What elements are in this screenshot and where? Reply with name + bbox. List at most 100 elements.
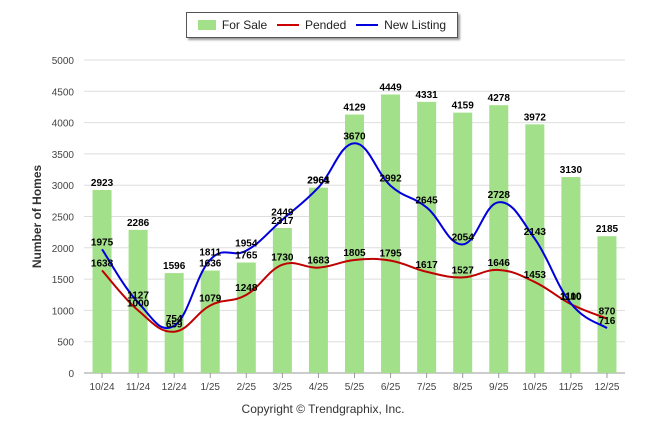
data-label-for-sale: 1765 bbox=[235, 251, 258, 262]
legend-label-pended: Pended bbox=[304, 18, 347, 32]
data-label-pended: 1638 bbox=[91, 258, 114, 269]
data-label-pended: 659 bbox=[166, 320, 183, 331]
line-pended bbox=[101, 257, 608, 333]
data-label-pended: 1453 bbox=[524, 270, 547, 281]
data-label-for-sale: 4129 bbox=[343, 103, 366, 114]
data-label-pended: 1646 bbox=[488, 258, 511, 269]
y-tick-label: 3000 bbox=[52, 181, 75, 192]
bar-for-sale bbox=[164, 273, 184, 373]
x-tick-label: 6/25 bbox=[381, 382, 401, 393]
data-label-new-listing: 2992 bbox=[379, 174, 402, 185]
data-label-new-listing: 2728 bbox=[488, 190, 511, 201]
bar-for-sale bbox=[345, 114, 364, 373]
data-label-for-sale: 2185 bbox=[596, 224, 619, 235]
data-label-new-listing: 1975 bbox=[91, 237, 114, 248]
data-label-for-sale: 4449 bbox=[379, 82, 402, 93]
data-label-pended: 1683 bbox=[307, 256, 330, 267]
legend-item-pended[interactable]: Pended bbox=[276, 18, 347, 32]
y-tick-label: 4000 bbox=[52, 119, 75, 130]
y-tick-label: 3500 bbox=[52, 150, 75, 161]
x-tick-label: 10/24 bbox=[90, 382, 115, 393]
x-tick-label: 10/25 bbox=[522, 382, 547, 393]
data-label-pended: 1795 bbox=[379, 249, 402, 260]
line-new-listing bbox=[101, 142, 608, 330]
pended-swatch bbox=[276, 24, 299, 26]
data-label-new-listing: 2449 bbox=[271, 208, 294, 219]
y-tick-label: 1500 bbox=[52, 275, 75, 286]
data-label-new-listing: 1127 bbox=[127, 290, 149, 301]
data-label-for-sale: 1596 bbox=[163, 261, 186, 272]
data-label-new-listing: 1954 bbox=[235, 239, 258, 250]
for-sale-swatch bbox=[197, 20, 216, 30]
legend-label-for-sale: For Sale bbox=[221, 18, 268, 32]
x-tick-label: 8/25 bbox=[453, 382, 473, 393]
x-tick-label: 3/25 bbox=[273, 382, 293, 393]
x-tick-label: 7/25 bbox=[417, 382, 437, 393]
data-label-for-sale: 2923 bbox=[91, 178, 114, 189]
data-label-pended: 1000 bbox=[127, 298, 150, 309]
y-tick-label: 500 bbox=[57, 338, 74, 349]
data-label-pended: 1079 bbox=[199, 293, 222, 304]
bar-for-sale bbox=[92, 190, 112, 373]
data-label-new-listing: 2964 bbox=[307, 175, 330, 186]
bar-for-sale bbox=[272, 227, 292, 373]
y-tick-label: 2500 bbox=[52, 213, 75, 224]
x-tick-label: 5/25 bbox=[345, 382, 365, 393]
data-label-new-listing: 1110 bbox=[560, 292, 582, 303]
data-label-pended: 1248 bbox=[235, 283, 258, 294]
data-label-for-sale: 3130 bbox=[560, 165, 583, 176]
x-tick-label: 12/25 bbox=[594, 382, 619, 393]
data-label-for-sale: 4159 bbox=[452, 101, 475, 112]
data-label-for-sale: 3972 bbox=[524, 112, 547, 123]
y-tick-label: 4500 bbox=[52, 87, 75, 98]
x-tick-label: 1/25 bbox=[200, 382, 220, 393]
new-listing-swatch bbox=[356, 24, 379, 26]
y-tick-label: 1000 bbox=[52, 306, 75, 317]
y-tick-label: 5000 bbox=[52, 56, 75, 67]
data-label-for-sale: 2961 bbox=[307, 176, 330, 187]
data-label-for-sale: 2317 bbox=[271, 216, 294, 227]
copyright-text: Copyright © Trendgraphix, Inc. bbox=[241, 402, 405, 416]
data-label-new-listing: 754 bbox=[166, 314, 183, 325]
data-label-new-listing: 2645 bbox=[416, 195, 439, 206]
bar-for-sale bbox=[597, 236, 617, 373]
legend: For Sale Pended New Listing bbox=[186, 12, 458, 38]
x-tick-label: 11/24 bbox=[126, 382, 151, 393]
data-label-pended: 1805 bbox=[343, 248, 366, 259]
data-label-pended: 870 bbox=[599, 307, 616, 318]
bar-for-sale bbox=[381, 94, 401, 373]
legend-item-new-listing[interactable]: New Listing bbox=[356, 18, 446, 32]
data-label-new-listing: 2054 bbox=[452, 232, 475, 243]
x-tick-label: 11/25 bbox=[559, 382, 584, 393]
legend-label-new-listing: New Listing bbox=[384, 18, 447, 32]
bar-for-sale bbox=[489, 105, 509, 373]
bar-for-sale bbox=[561, 177, 581, 373]
y-tick-label: 0 bbox=[68, 369, 74, 380]
x-tick-label: 2/25 bbox=[237, 382, 257, 393]
bar-for-sale bbox=[453, 112, 473, 373]
data-label-pended: 1100 bbox=[560, 292, 582, 303]
data-label-new-listing: 716 bbox=[599, 316, 616, 327]
data-label-pended: 1730 bbox=[271, 253, 294, 264]
data-label-new-listing: 2143 bbox=[524, 227, 547, 238]
bar-for-sale bbox=[200, 270, 220, 373]
data-label-for-sale: 2286 bbox=[127, 218, 150, 229]
x-tick-label: 12/24 bbox=[162, 382, 187, 393]
x-tick-label: 9/25 bbox=[489, 382, 509, 393]
legend-item-for-sale[interactable]: For Sale bbox=[197, 18, 268, 32]
y-tick-label: 2000 bbox=[52, 244, 75, 255]
data-label-new-listing: 3670 bbox=[343, 131, 366, 142]
data-label-for-sale: 1636 bbox=[199, 259, 222, 270]
data-label-pended: 1527 bbox=[452, 265, 475, 276]
data-label-for-sale: 4331 bbox=[416, 90, 439, 101]
data-label-new-listing: 1811 bbox=[199, 248, 221, 259]
bar-for-sale bbox=[417, 101, 437, 374]
bar-for-sale bbox=[525, 124, 545, 373]
y-axis-title: Number of Homes bbox=[30, 165, 44, 269]
bar-for-sale bbox=[236, 262, 256, 373]
data-label-pended: 1617 bbox=[416, 260, 439, 271]
x-tick-label: 4/25 bbox=[309, 382, 329, 393]
data-label-for-sale: 4278 bbox=[488, 93, 511, 104]
bar-for-sale bbox=[308, 187, 328, 373]
